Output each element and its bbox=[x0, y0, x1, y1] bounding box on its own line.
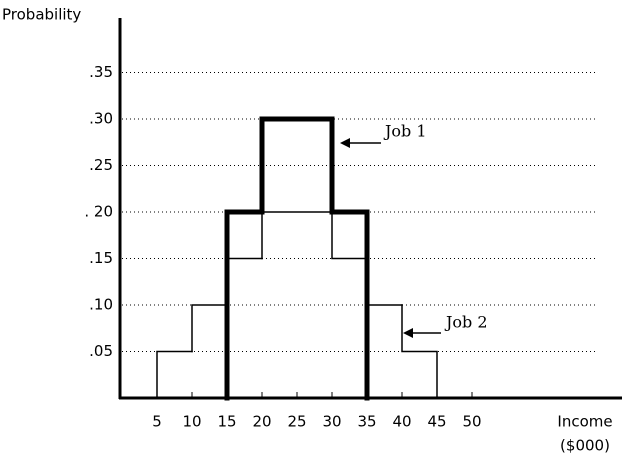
histogram-bar bbox=[191, 304, 228, 353]
x-tick-label: 10 bbox=[182, 413, 201, 431]
histogram-bar bbox=[329, 116, 370, 401]
y-tick-label: .05 bbox=[89, 342, 113, 360]
y-tick-label: .10 bbox=[89, 296, 113, 314]
x-tick-label: 45 bbox=[427, 413, 446, 431]
series-annotation: Job 1 bbox=[383, 122, 427, 141]
histogram-bar bbox=[331, 211, 368, 260]
y-tick-label: .30 bbox=[89, 110, 113, 128]
y-axis-label: Probability bbox=[2, 6, 81, 24]
x-tick-label: 5 bbox=[152, 413, 162, 431]
x-tick-label: 50 bbox=[462, 413, 481, 431]
histogram-bar bbox=[259, 116, 335, 215]
x-tick-label: 15 bbox=[217, 413, 236, 431]
series-annotation: Job 2 bbox=[444, 313, 488, 332]
x-axis-label: Income bbox=[557, 413, 612, 431]
histogram-bar bbox=[401, 304, 438, 399]
x-axis-unit: ($000) bbox=[560, 437, 610, 455]
y-tick-label: . 20 bbox=[84, 203, 113, 221]
x-tick-label: 25 bbox=[287, 413, 306, 431]
arrow bbox=[340, 138, 441, 338]
histogram-bar bbox=[156, 350, 193, 399]
y-tick-label: .25 bbox=[89, 156, 113, 174]
y-tick-label: .35 bbox=[89, 63, 113, 81]
histogram-bar bbox=[226, 257, 263, 306]
x-tick-label: 40 bbox=[392, 413, 411, 431]
x-tick-label: 35 bbox=[357, 413, 376, 431]
histogram-bar bbox=[261, 211, 333, 260]
x-tick-label: 20 bbox=[252, 413, 271, 431]
histogram-bar bbox=[224, 209, 265, 401]
y-tick-label: .15 bbox=[89, 249, 113, 267]
histogram-bar bbox=[366, 257, 403, 306]
x-tick-label: 30 bbox=[322, 413, 341, 431]
